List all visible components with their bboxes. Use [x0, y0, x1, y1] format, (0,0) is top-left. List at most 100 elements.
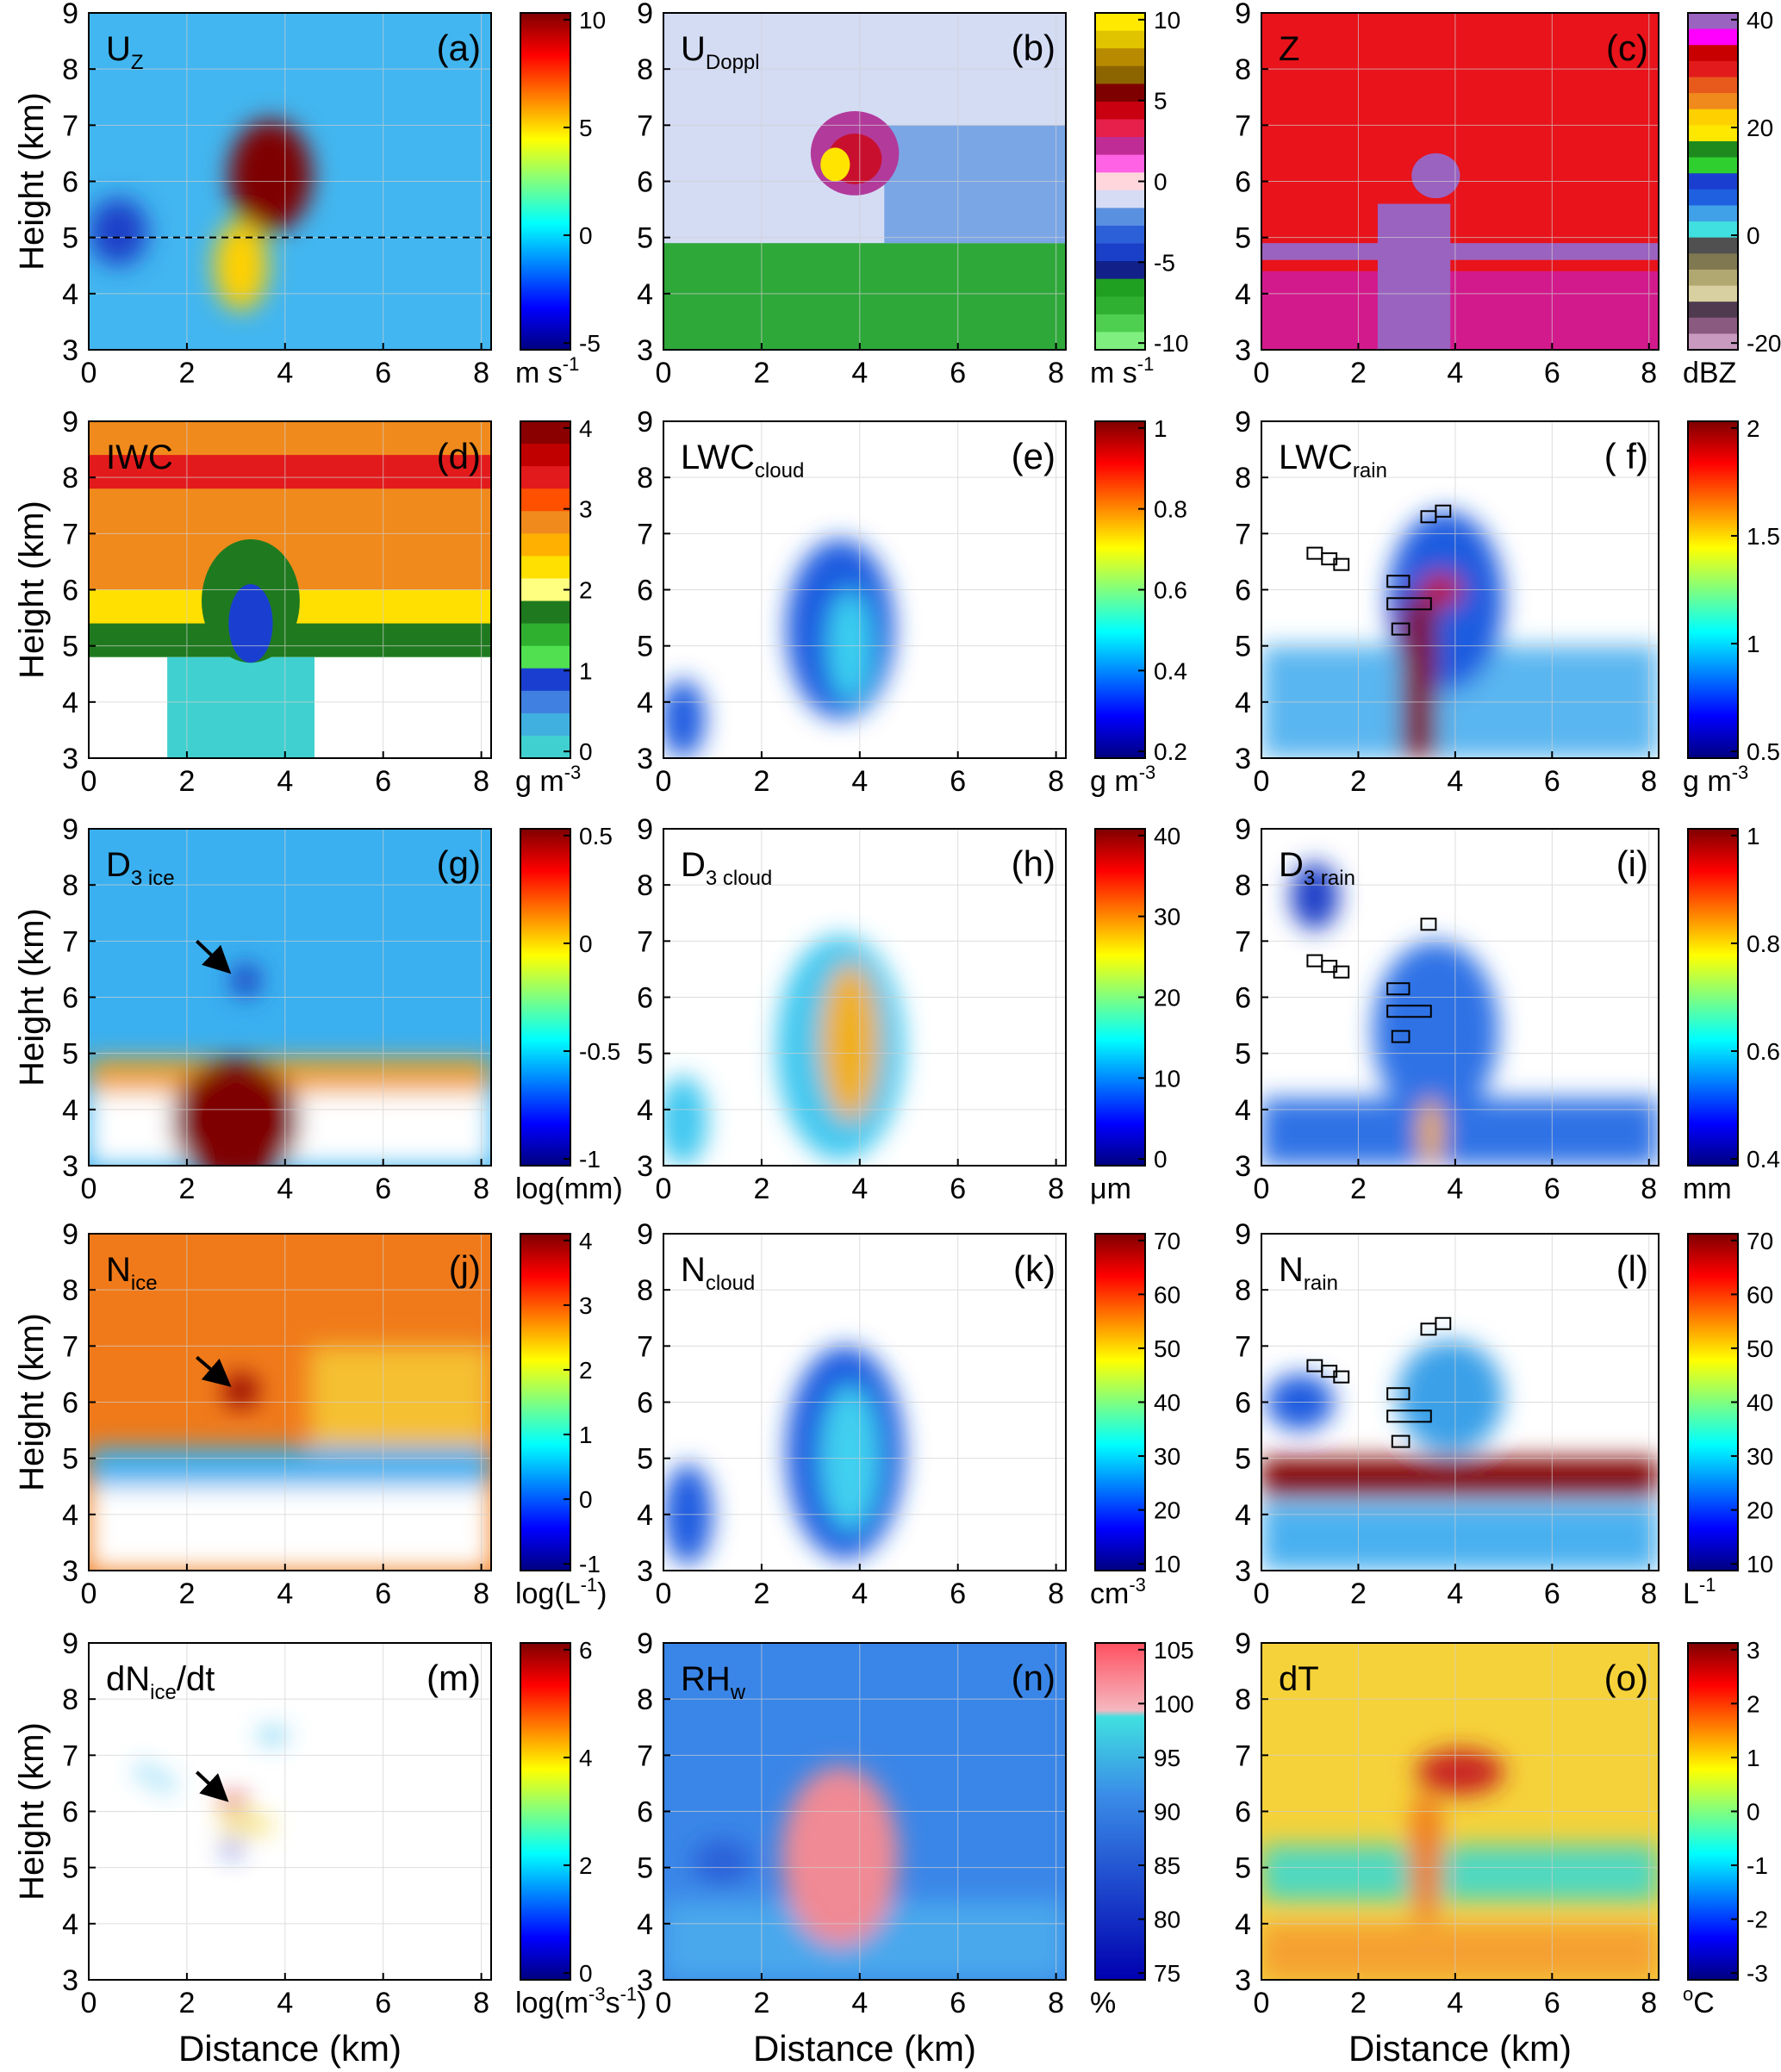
y-tick-label: 5 — [1235, 1443, 1251, 1476]
colorbar-level — [520, 556, 570, 579]
x-tick-label: 2 — [1350, 765, 1367, 798]
panel-variable-name: LWCcloud — [681, 439, 804, 482]
colorbar-tick-label: 75 — [1154, 1960, 1180, 1987]
colorbar-unit: log(mm) — [515, 1173, 623, 1205]
x-tick-label: 4 — [277, 1987, 293, 2019]
y-tick-label: 6 — [62, 166, 78, 199]
colorbar-gradient — [520, 1643, 570, 1980]
x-tick-label: 8 — [473, 1987, 489, 2019]
field-region — [1402, 600, 1436, 758]
panel-letter-label: (i) — [1616, 843, 1648, 884]
colorbar-tick-label: 85 — [1154, 1852, 1180, 1879]
x-tick-label: 6 — [375, 1987, 391, 2019]
x-tick-label: 8 — [1048, 1577, 1064, 1610]
y-tick-label: 6 — [62, 1796, 78, 1829]
colorbar-tick-label: 0 — [579, 930, 593, 957]
x-tick-label: 0 — [81, 1173, 97, 1205]
colorbar-level — [1095, 65, 1145, 84]
x-tick-label: 6 — [1544, 357, 1560, 389]
colorbar-frame — [520, 12, 571, 351]
x-tick-label: 8 — [1641, 765, 1657, 798]
colorbar-tick-label: 0.6 — [1154, 577, 1187, 604]
panel-e-colorbar: 1 0.8 0.6 0.4 0.2g m-3 — [1090, 415, 1187, 798]
colorbar-tick-label: 10 — [1154, 1551, 1180, 1577]
field-region — [89, 1486, 491, 1571]
y-tick-label: 8 — [1235, 869, 1251, 902]
panel-g-grid — [88, 828, 491, 1167]
y-tick-label: 8 — [637, 1683, 653, 1716]
x-tick-label: 8 — [1048, 357, 1064, 389]
y-tick-label: 3 — [62, 1964, 78, 1997]
panel-letter-label: (c) — [1606, 28, 1648, 68]
colorbar-level — [520, 712, 570, 737]
colorbar-tick-label: -1 — [579, 1146, 601, 1173]
y-tick-label: 3 — [62, 743, 78, 775]
x-tick-label: 0 — [656, 1577, 672, 1610]
colorbar-level — [520, 533, 570, 557]
bin-box — [1386, 1409, 1432, 1423]
colorbar-tick-label: 10 — [1747, 1551, 1773, 1577]
x-tick-label: 4 — [277, 765, 293, 798]
colorbar-level — [520, 466, 570, 489]
colorbar-tick-label: 0.6 — [1747, 1038, 1780, 1065]
x-tick-label: 4 — [277, 357, 293, 389]
panel-letter-label: (d) — [437, 436, 481, 476]
colorbar-tick-label: 30 — [1154, 904, 1180, 930]
field-blob — [89, 198, 148, 266]
y-tick-label: 9 — [1235, 1627, 1251, 1660]
y-tick-label: 6 — [637, 1796, 653, 1829]
y-tick-label: 7 — [1235, 1739, 1251, 1772]
colorbar-tick-label: -0.5 — [579, 1038, 620, 1065]
colorbar-tick-label: 0 — [1154, 169, 1168, 196]
x-tick-label: 2 — [753, 1173, 769, 1205]
y-tick-label: 5 — [62, 1038, 78, 1071]
y-tick-label: 9 — [637, 406, 653, 439]
field-region — [1261, 243, 1659, 260]
y-tick-label: 4 — [1235, 1094, 1251, 1127]
y-axis-label: Height (km) — [13, 92, 51, 271]
colorbar-tick-label: 30 — [1747, 1443, 1773, 1470]
colorbar-tick-label: 40 — [1154, 1390, 1180, 1416]
y-tick-label: 7 — [637, 1330, 653, 1363]
colorbar-tick-label: 0 — [579, 1486, 593, 1513]
colorbar-level — [1095, 101, 1145, 120]
x-tick-label: 2 — [1350, 1173, 1367, 1205]
x-tick-label: 0 — [1254, 1987, 1270, 2019]
x-tick-label: 2 — [178, 1987, 195, 2019]
panel-variable-name: dT — [1279, 1660, 1319, 1698]
field-blob — [1418, 1098, 1443, 1166]
y-tick-label: 4 — [1235, 1499, 1251, 1532]
field-region — [884, 125, 1066, 244]
colorbar-unit: g m-3 — [1090, 762, 1155, 798]
colorbar-level — [1688, 93, 1738, 110]
colorbar-level — [520, 735, 570, 759]
y-tick-label: 9 — [62, 1627, 78, 1660]
y-tick-label: 8 — [1235, 1683, 1251, 1716]
field-region — [1261, 1503, 1659, 1571]
y-tick-label: 6 — [1235, 1387, 1251, 1420]
y-tick-label: 5 — [62, 1852, 78, 1885]
panel-variable-name: D3 rain — [1279, 846, 1355, 890]
panel-letter-label: (b) — [1012, 28, 1056, 68]
x-tick-label: 6 — [1544, 1173, 1560, 1205]
y-tick-label: 5 — [637, 631, 653, 663]
colorbar-tick-label: -3 — [1747, 1960, 1768, 1987]
panel-i: 0 2 4 6 8 3 4 5 6 7 8 9 D3 rain (i) 1 0.8 0.6 0.4 mm — [1235, 813, 1780, 1205]
y-tick-label: 5 — [1235, 1038, 1251, 1071]
x-tick-label: 8 — [1048, 1987, 1064, 2019]
panel-variable-name: LWCrain — [1279, 439, 1387, 482]
colorbar-gradient — [1095, 1643, 1145, 1980]
colorbar-tick-label: 1 — [1154, 415, 1168, 442]
colorbar-level — [520, 444, 570, 467]
y-tick-label: 7 — [637, 1739, 653, 1772]
colorbar-gradient — [1688, 829, 1738, 1166]
colorbar-unit: m s-1 — [1090, 353, 1154, 389]
y-tick-label: 7 — [637, 109, 653, 142]
x-tick-label: 8 — [1641, 1173, 1657, 1205]
y-tick-label: 4 — [62, 1908, 78, 1941]
panel-letter-label: (l) — [1616, 1248, 1648, 1289]
colorbar-tick-label: 0.4 — [1154, 657, 1187, 684]
y-tick-label: 9 — [62, 406, 78, 439]
panel-a-colorbar: 10 5 0 -5m s-1 — [515, 7, 606, 389]
